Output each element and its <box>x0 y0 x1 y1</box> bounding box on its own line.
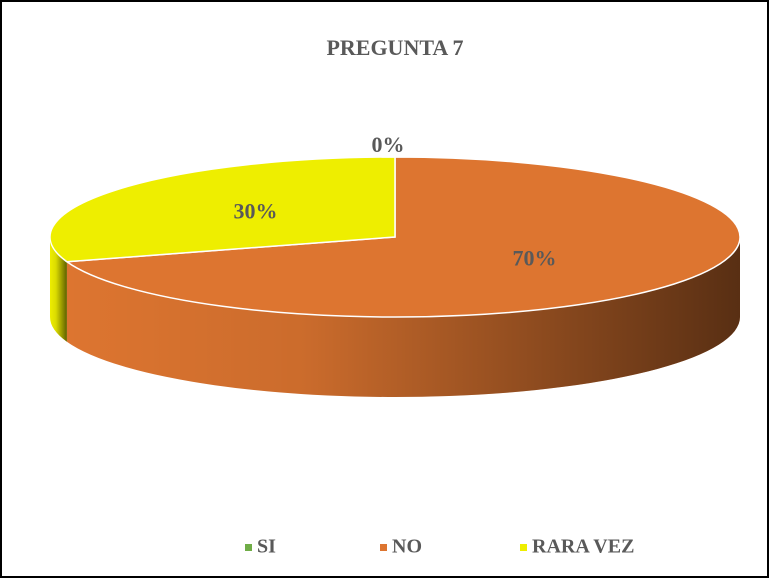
slice-side-shade <box>50 237 67 342</box>
chart-title: PREGUNTA 7 <box>326 35 463 60</box>
legend-swatch <box>380 544 387 551</box>
slice <box>64 156 741 318</box>
slice <box>49 156 396 263</box>
legend-swatch <box>245 544 252 551</box>
data-label: 30% <box>233 199 277 224</box>
data-label: 0% <box>372 132 405 157</box>
legend-label: SI <box>257 536 276 558</box>
data-label: 70% <box>513 246 557 271</box>
legend-swatch <box>520 544 527 551</box>
legend-label: NO <box>392 536 422 558</box>
legend-label: RARA VEZ <box>532 536 634 558</box>
